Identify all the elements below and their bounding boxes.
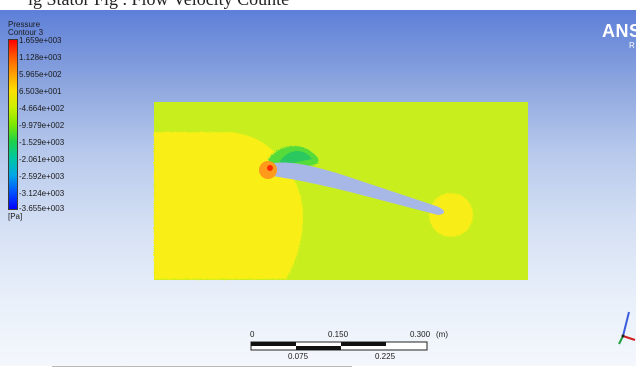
scale-label-150: 0.150 [328, 330, 349, 339]
scale-label-0: 0 [250, 330, 255, 339]
scale-bar-segment-3 [341, 342, 386, 346]
legend-level-3: 6.503e+001 [19, 87, 62, 96]
axis-triad-icon[interactable] [615, 308, 636, 348]
brand-release: R [629, 41, 635, 50]
graphics-viewport[interactable]: Pressure Contour 3 1.659e+003 1.128e+003… [0, 10, 636, 366]
legend-color-bar [8, 39, 18, 210]
legend-contour-name: Contour 3 [8, 28, 44, 37]
legend-level-10: -3.655e+003 [19, 204, 65, 213]
scale-label-300: 0.300 [410, 330, 431, 339]
legend-level-9: -3.124e+003 [19, 189, 65, 198]
airfoil-blade [264, 162, 445, 215]
legend-level-7: -2.061e+003 [19, 155, 65, 164]
brand-logo: ANS [602, 21, 636, 41]
stagnation-core [267, 165, 273, 171]
legend-level-6: -1.529e+003 [19, 138, 65, 147]
scale-label-075: 0.075 [288, 352, 309, 361]
contour-plot [154, 102, 528, 351]
figure-caption-text: ig Stator Fig . Flow Velocity Counte [28, 0, 289, 9]
legend-level-2: 5.965e+002 [19, 70, 62, 79]
scale-label-225: 0.225 [375, 352, 396, 361]
low-pressure-lobe-core [280, 150, 312, 166]
scale-bar-segment-2 [296, 346, 341, 350]
trailing-edge-zone [429, 193, 473, 237]
scale-bar-segment-1 [251, 342, 296, 346]
scale-label-unit: (m) [436, 330, 448, 339]
legend-level-0: 1.659e+003 [19, 36, 62, 45]
legend-level-5: -9.979e+002 [19, 121, 65, 130]
legend-unit: [Pa] [8, 212, 23, 221]
legend-title: Pressure Contour 3 [8, 21, 43, 37]
bottom-divider [52, 366, 352, 367]
legend-level-8: -2.592e+003 [19, 172, 65, 181]
legend-level-1: 1.128e+003 [19, 53, 62, 62]
legend-variable: Pressure [8, 20, 41, 29]
legend-level-4: -4.664e+002 [19, 104, 65, 113]
